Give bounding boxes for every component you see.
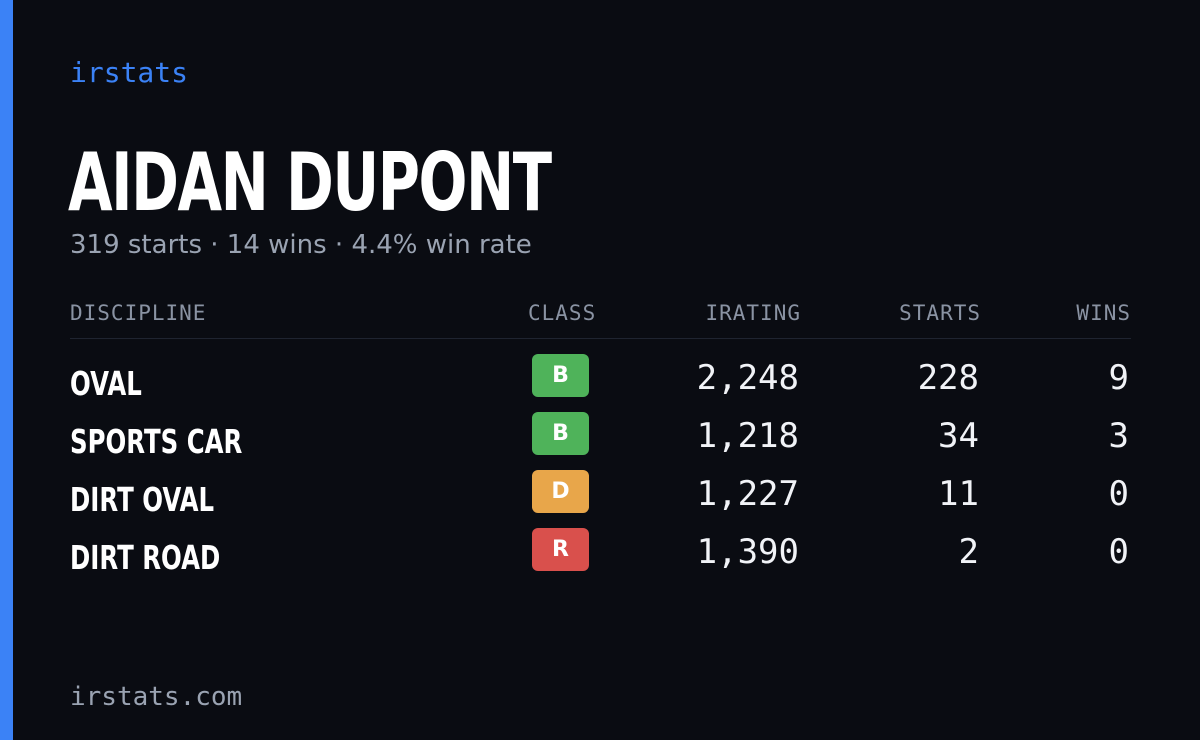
discipline-name: DIRT ROAD [70,538,221,577]
irating-value: 1,227 [696,474,799,514]
discipline-name: SPORTS CAR [70,422,243,461]
wins-value: 3 [1108,416,1129,456]
class-badge: B [532,354,589,397]
header-irating: IRATING [705,301,801,325]
header-class: CLASS [528,301,597,325]
class-badge: B [532,412,589,455]
driver-name: AIDAN DUPONT [68,136,552,229]
class-badge: D [532,470,589,513]
header-starts: STARTS [899,301,981,325]
discipline-name: OVAL [70,364,142,403]
header-wins: WINS [1076,301,1131,325]
wins-value: 0 [1108,532,1129,572]
table-row: DIRT ROAD R 1,390 2 0 [70,526,1131,584]
irating-value: 1,390 [696,532,799,572]
irating-value: 2,248 [696,358,799,398]
irating-value: 1,218 [696,416,799,456]
class-badge: R [532,528,589,571]
accent-bar [0,0,13,740]
discipline-table: OVAL B 2,248 228 9 SPORTS CAR B 1,218 34… [70,352,1131,584]
table-header: DISCIPLINE CLASS IRATING STARTS WINS [70,298,1131,339]
table-row: OVAL B 2,248 228 9 [70,352,1131,410]
brand-logo-text: irstats [70,56,189,89]
table-row: SPORTS CAR B 1,218 34 3 [70,410,1131,468]
header-discipline: DISCIPLINE [70,301,207,325]
wins-value: 0 [1108,474,1129,514]
driver-summary: 319 starts · 14 wins · 4.4% win rate [70,230,532,260]
starts-value: 228 [917,358,979,398]
wins-value: 9 [1108,358,1129,398]
starts-value: 34 [938,416,979,456]
footer-url: irstats.com [70,682,243,712]
starts-value: 2 [958,532,979,572]
discipline-name: DIRT OVAL [70,480,215,519]
starts-value: 11 [938,474,979,514]
table-row: DIRT OVAL D 1,227 11 0 [70,468,1131,526]
